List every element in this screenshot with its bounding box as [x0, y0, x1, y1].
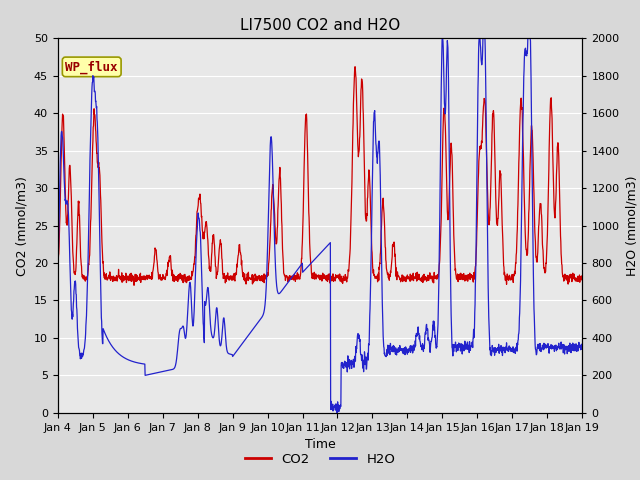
Y-axis label: CO2 (mmol/m3): CO2 (mmol/m3): [15, 176, 28, 276]
Title: LI7500 CO2 and H2O: LI7500 CO2 and H2O: [240, 18, 400, 33]
Text: WP_flux: WP_flux: [65, 60, 118, 73]
Y-axis label: H2O (mmol/m3): H2O (mmol/m3): [625, 175, 638, 276]
X-axis label: Time: Time: [305, 438, 335, 451]
Legend: CO2, H2O: CO2, H2O: [239, 447, 401, 471]
